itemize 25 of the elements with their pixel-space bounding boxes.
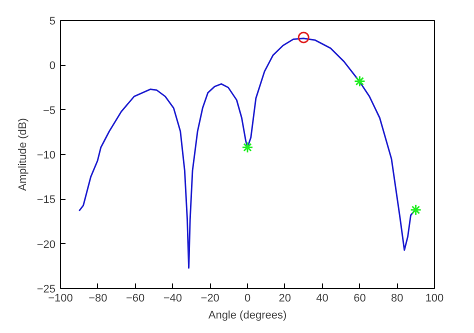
- x-tick-label: 20: [278, 292, 292, 304]
- x-axis-title: Angle (degrees): [208, 310, 287, 322]
- x-tick-label: 0: [244, 292, 251, 304]
- x-tick-label: −40: [163, 292, 182, 304]
- x-tick-label: −60: [126, 292, 145, 304]
- x-tick-label: 60: [354, 292, 366, 304]
- y-tick-label: 0: [49, 60, 56, 72]
- y-tick-label: 5: [49, 16, 56, 28]
- y-tick-label: −5: [42, 104, 56, 117]
- point: [354, 75, 366, 87]
- x-tick-label: 40: [316, 292, 328, 304]
- point: [242, 142, 254, 154]
- y-tick-label: −15: [36, 194, 56, 206]
- x-tick-label: −20: [200, 292, 220, 304]
- x-tick-label: 80: [390, 292, 404, 304]
- point: [410, 204, 422, 216]
- y-axis-title: Amplitude (dB): [16, 118, 29, 191]
- x-tick-label: −80: [88, 292, 108, 304]
- point: [298, 32, 310, 44]
- y-tick-label: −25: [36, 284, 56, 296]
- y-tick-label: −10: [36, 150, 56, 162]
- y-tick-label: −20: [36, 238, 56, 251]
- x-tick-label: 100: [425, 292, 444, 304]
- line-series: [78, 38, 416, 269]
- x-tick-label: −100: [48, 292, 73, 304]
